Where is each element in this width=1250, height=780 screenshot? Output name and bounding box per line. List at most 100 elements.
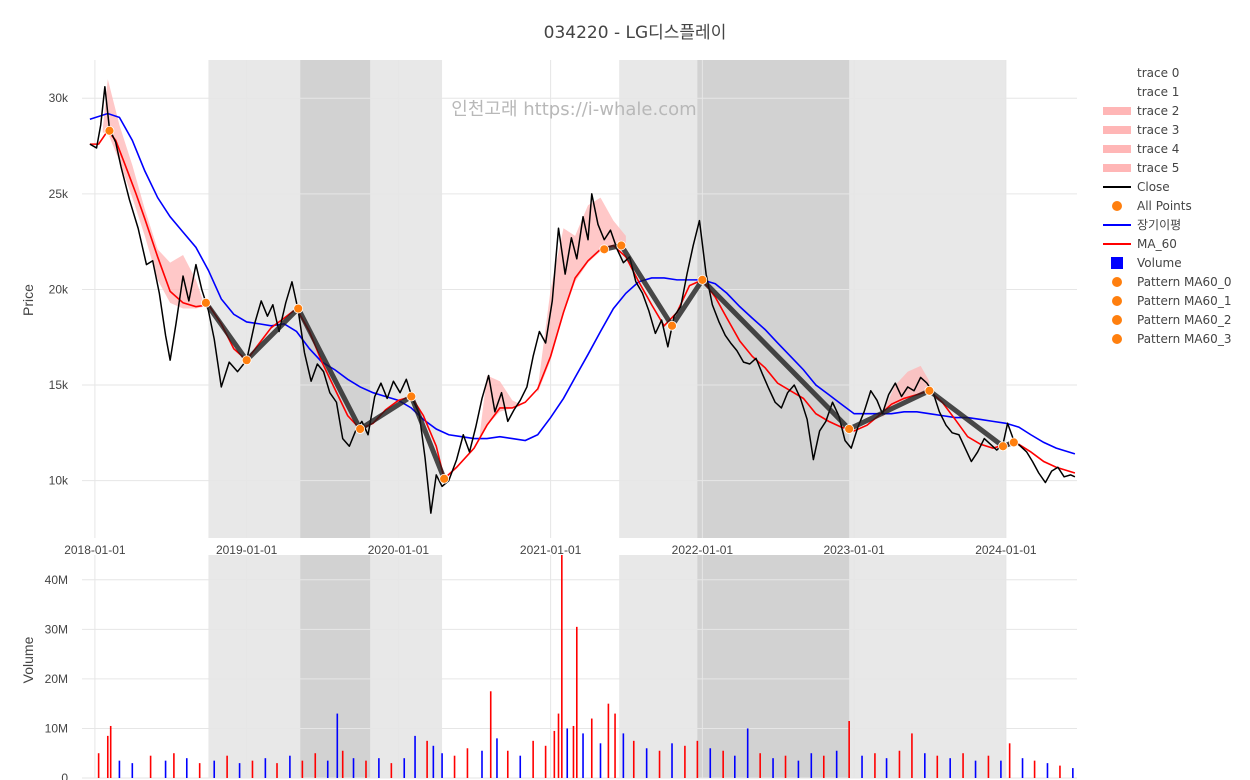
volume-bar-11 [226,755,228,778]
volume-bar-26 [403,758,406,778]
legend-item-trace-1[interactable]: trace 1 [1137,85,1179,99]
volume-bar-55 [671,743,673,778]
legend-item-Pattern-MA60_0[interactable]: Pattern MA60_0 [1112,275,1231,289]
shaded-period-volume-1 [300,555,371,778]
legend-item-Close[interactable]: Close [1103,180,1170,194]
pattern-line-0 [203,301,447,480]
axes: 2018-01-01 2019-01-01 2020-01-01 2021-01-01… [45,91,1037,780]
legend-item-Pattern-MA60_1[interactable]: Pattern MA60_1 [1112,294,1231,308]
volume-tick-label-0: 0 [61,771,68,780]
volume-bar-61 [746,728,749,778]
chart-title: 034220 - LG디스플레이 [544,23,727,43]
volume-tick-label-3: 30M [45,622,68,636]
volume-bar-52 [632,740,635,778]
legend[interactable]: trace 0 trace 1 trace 2 trace 3 trace 4 trace… [1103,66,1231,346]
volume-bar-87 [1072,768,1074,778]
volume-bar-40 [553,730,556,778]
pattern-point-3 [293,303,304,314]
legend-swatch-band [1103,145,1131,153]
volume-bar-84 [1033,760,1036,778]
volume-bar-4 [131,763,134,778]
price-tick-label-2: 20k [49,282,69,296]
volume-bar-75 [924,753,926,778]
shaded-period-volume-3 [697,555,850,778]
legend-label: Close [1137,180,1170,194]
volume-bar-78 [962,753,964,778]
volume-bar-71 [874,753,876,778]
volume-bar-17 [301,760,304,778]
volume-bar-82 [1008,743,1011,778]
legend-item-Pattern-MA60_3[interactable]: Pattern MA60_3 [1112,332,1231,346]
legend-swatch-dot [1112,201,1122,211]
volume-bar-31 [453,755,456,778]
volume-bar-64 [784,755,787,778]
volume-bar-28 [426,740,428,778]
x-tick-label-3: 2021-01-01 [520,543,582,557]
volume-bar-60 [733,755,736,778]
shaded-period-price-1 [300,60,371,538]
volume-bar-38 [532,740,534,778]
legend-item-trace-2[interactable]: trace 2 [1103,104,1179,118]
volume-bar-25 [390,763,393,778]
volume-bar-9 [198,763,201,778]
volume-bar-74 [911,733,913,778]
volume-bar-13 [251,760,254,778]
price-lines [89,86,1076,514]
volume-bar-72 [885,758,888,778]
x-tick-label-1: 2019-01-01 [216,543,278,557]
legend-label: trace 5 [1137,161,1179,175]
volume-bar-81 [1000,760,1002,778]
volume-bar-66 [810,753,813,778]
legend-swatch-dot [1112,315,1122,325]
legend-item-trace-4[interactable]: trace 4 [1103,142,1179,156]
volume-bar-45 [575,626,578,778]
pattern-point-11 [844,424,855,434]
ma60-line [89,129,1076,481]
volume-tick-label-4: 40M [45,573,68,587]
legend-item-trace-5[interactable]: trace 5 [1103,161,1179,175]
volume-bar-53 [645,748,648,778]
price-axis-title: Price [20,284,36,316]
legend-label: trace 4 [1137,142,1179,156]
volume-bar-50 [614,713,616,778]
watermark: 인천고래 https://i-whale.com [451,99,696,120]
volume-tick-label-1: 10M [45,721,68,735]
legend-item-trace-3[interactable]: trace 3 [1103,123,1179,137]
legend-label: trace 1 [1137,85,1179,99]
volume-bar-5 [149,755,152,778]
legend-label: trace 2 [1137,104,1179,118]
price-tick-label-4: 30k [49,91,69,105]
legend-item-trace-0[interactable]: trace 0 [1137,66,1179,80]
legend-item-장기이평[interactable]: 장기이평 [1103,218,1181,232]
volume-bar-85 [1046,763,1049,778]
volume-bar-77 [949,758,951,778]
volume-bar-79 [974,760,977,778]
legend-item-MA_60[interactable]: MA_60 [1103,237,1177,251]
x-tick-label-4: 2022-01-01 [672,543,734,557]
legend-label: Volume [1137,256,1182,270]
volume-bar-24 [378,758,380,778]
volume-bar-73 [898,750,901,778]
volume-bar-83 [1021,758,1024,778]
volume-bar-86 [1059,765,1061,778]
volume-bar-10 [213,760,216,778]
volume-bar-48 [599,743,602,778]
volume-bar-76 [936,755,939,778]
x-tick-label-0: 2018-01-01 [64,543,126,557]
legend-item-All-Points[interactable]: All Points [1112,199,1192,213]
volume-bar-18 [314,753,317,778]
legend-swatch-dot [1112,334,1122,344]
pattern-point-0 [104,125,115,136]
legend-label: Pattern MA60_2 [1137,313,1231,327]
legend-label: trace 3 [1137,123,1179,137]
volume-bar-6 [164,760,167,778]
pattern-points [104,125,1019,484]
volume-bar-3 [118,760,121,778]
pattern-point-12 [924,385,935,396]
legend-swatch-band [1103,164,1131,172]
volume-bar-32 [466,748,469,778]
legend-item-Pattern-MA60_2[interactable]: Pattern MA60_2 [1112,313,1231,327]
volume-tick-label-2: 20M [45,672,68,686]
legend-item-Volume[interactable]: Volume [1111,256,1182,270]
volume-bar-70 [861,755,863,778]
